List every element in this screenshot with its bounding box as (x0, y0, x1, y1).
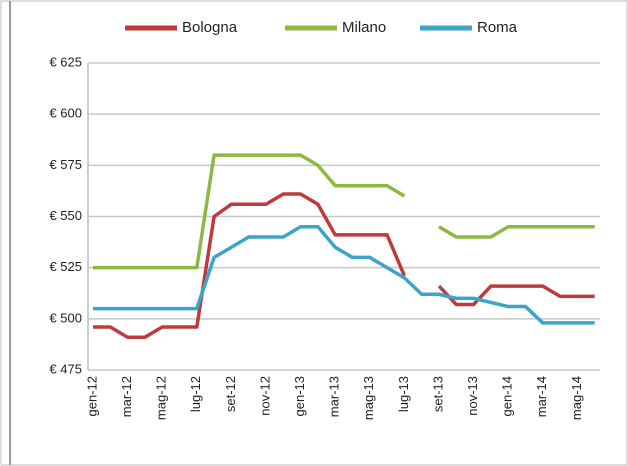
y-tick-label: € 500 (49, 310, 82, 325)
series-line (93, 192, 595, 340)
x-tick-label: set-12 (223, 376, 238, 412)
series-line (93, 224, 595, 325)
x-tick-label: mar-13 (327, 376, 342, 417)
x-tick-label: lug-13 (396, 376, 411, 412)
y-tick-label: € 475 (49, 361, 82, 376)
x-tick-label: gen-14 (500, 376, 515, 416)
y-tick-label: € 625 (49, 54, 82, 69)
x-tick-label: nov-12 (257, 376, 272, 416)
x-tick-label: mag-12 (154, 376, 169, 420)
x-tick-label: set-13 (430, 376, 445, 412)
y-tick-label: € 550 (49, 208, 82, 223)
series-line (93, 153, 595, 270)
legend-label: Milano (342, 19, 386, 36)
y-tick-label: € 600 (49, 106, 82, 121)
y-tick-label: € 525 (49, 259, 82, 274)
x-tick-label: nov-13 (465, 376, 480, 416)
legend-label: Bologna (182, 19, 238, 36)
y-tick-label: € 575 (49, 157, 82, 172)
x-tick-label: mag-14 (569, 376, 584, 420)
legend-label: Roma (477, 19, 518, 36)
x-tick-label: gen-13 (292, 376, 307, 416)
x-tick-label: mag-13 (361, 376, 376, 420)
x-tick-label: mar-12 (119, 376, 134, 417)
x-tick-label: lug-12 (188, 376, 203, 412)
x-tick-label: gen-12 (84, 376, 99, 416)
x-tick-label: mar-14 (534, 376, 549, 417)
